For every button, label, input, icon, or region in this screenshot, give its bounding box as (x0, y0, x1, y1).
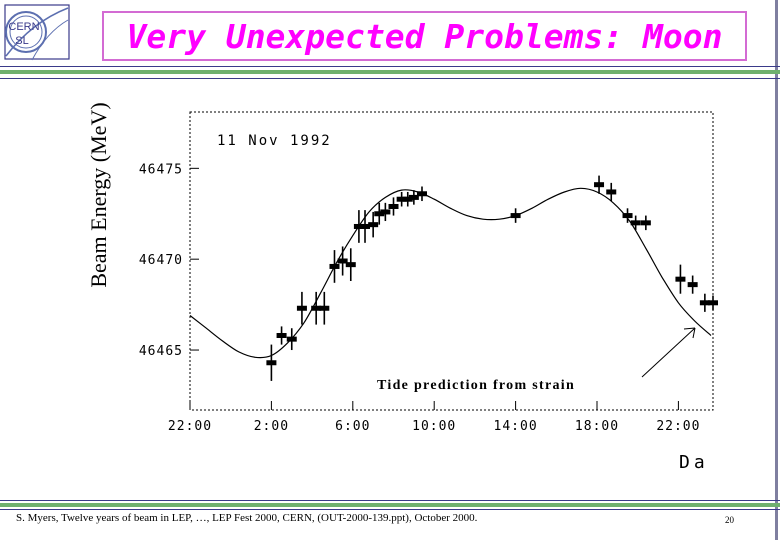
x-tick-label: 6:00 (335, 419, 370, 434)
header-rule-bottom (0, 78, 780, 79)
data-point (640, 220, 651, 226)
footer-citation: S. Myers, Twelve years of beam in LEP, …… (16, 512, 478, 524)
data-point (360, 223, 371, 229)
data-point (266, 360, 277, 366)
data-point (708, 300, 718, 306)
data-point (699, 300, 710, 306)
data-point (594, 182, 605, 188)
y-tick-label: 46470 (139, 253, 183, 268)
cern-sl-logo: CERN SL (4, 4, 70, 61)
data-point (388, 203, 399, 209)
data-point (276, 333, 287, 338)
data-point (675, 276, 686, 282)
y-tick-label: 46475 (139, 162, 183, 177)
right-border-rule (775, 0, 778, 540)
logo-line1: CERN (8, 21, 39, 33)
x-tick-label: 22:00 (168, 419, 212, 434)
header-rule-top (0, 66, 780, 67)
data-point (622, 213, 633, 219)
x-tick-label: 18:00 (575, 419, 619, 434)
annotation-arrow (641, 327, 696, 378)
page-number: 20 (725, 515, 734, 525)
data-point (319, 305, 330, 311)
y-tick-label: 46465 (139, 344, 183, 359)
data-point (329, 263, 340, 269)
page-title: Very Unexpected Problems: Moon (126, 16, 723, 56)
data-point (510, 213, 521, 219)
annotation-tide-prediction: Tide prediction from strain (377, 378, 575, 393)
data-point (606, 189, 617, 195)
data-point (396, 196, 407, 202)
beam-energy-chart: Beam Energy (MeV) 46465 46470 46475 22:00 2:… (86, 102, 718, 473)
x-axis-label: Da (679, 452, 709, 473)
plot-frame (189, 111, 714, 411)
x-tick-label: 2:00 (254, 419, 289, 434)
data-point (345, 262, 356, 268)
data-point (374, 211, 385, 217)
data-point (337, 258, 348, 264)
data-point (286, 336, 297, 342)
x-tick-label: 14:00 (494, 419, 538, 434)
tide-prediction-curve (189, 187, 712, 359)
footer-rule-bottom (0, 509, 780, 510)
data-point (380, 209, 391, 215)
date-label: 11 Nov 1992 (217, 133, 332, 149)
data-point (416, 191, 427, 197)
data-point (687, 282, 698, 288)
data-point (402, 196, 413, 202)
x-tick-label: 22:00 (656, 419, 700, 434)
x-tick-label: 10:00 (412, 419, 456, 434)
data-point (311, 305, 322, 311)
annotation-arrowhead (683, 327, 696, 339)
data-point (353, 223, 364, 229)
data-point (408, 194, 419, 200)
header-rule-green (0, 70, 780, 74)
logo-line2: SL (15, 35, 28, 47)
title-box: Very Unexpected Problems: Moon (102, 11, 747, 61)
data-point (296, 305, 307, 311)
y-axis-label: Beam Energy (MeV) (86, 102, 111, 287)
footer-rule-top (0, 500, 780, 501)
data-point (630, 220, 641, 226)
data-point (368, 222, 379, 228)
footer-rule-green (0, 503, 780, 507)
